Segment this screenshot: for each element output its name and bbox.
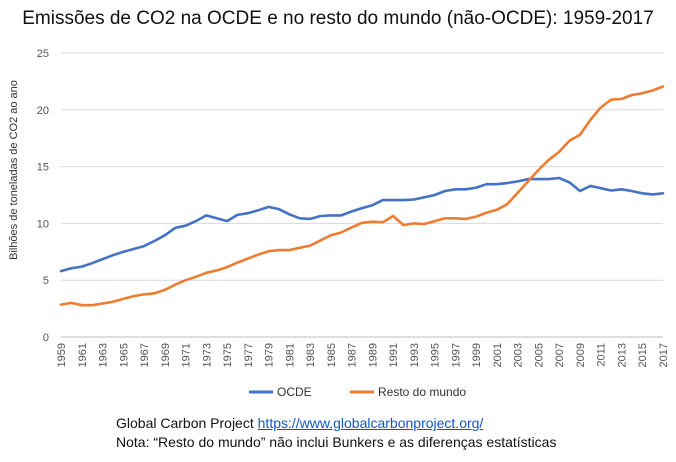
x-axis-ticks: 1959 1961 1963 1965 1967 1969 1971 1973 1975 1977… xyxy=(56,343,670,367)
x-tick-label: 2009 xyxy=(575,343,587,367)
y-tick-label: 5 xyxy=(43,275,49,287)
y-axis-label: Bilhões de toneladas de CO2 ao ano xyxy=(8,80,20,260)
chart-footer: Global Carbon Project https://www.global… xyxy=(116,414,556,452)
y-tick-label: 0 xyxy=(43,332,49,344)
series-line-ocde xyxy=(59,176,665,273)
x-tick-label: 1959 xyxy=(56,343,68,367)
x-tick-label: 1987 xyxy=(347,343,359,367)
y-tick-label: 15 xyxy=(37,162,49,174)
y-tick-label: 10 xyxy=(37,218,49,230)
y-axis-ticks: 0 5 10 15 20 25 xyxy=(37,48,49,344)
series-lines xyxy=(59,85,665,307)
footnote: Nota: “Resto do mundo” não inclui Bunker… xyxy=(116,434,557,450)
legend-label-ocde: OCDE xyxy=(277,385,312,399)
x-tick-label: 1961 xyxy=(77,343,89,367)
x-tick-label: 1983 xyxy=(305,343,317,367)
source-link[interactable]: https://www.globalcarbonproject.org/ xyxy=(257,415,484,431)
x-tick-label: 1979 xyxy=(264,343,276,367)
x-tick-label: 2015 xyxy=(637,343,649,367)
legend-label-resto: Resto do mundo xyxy=(378,385,466,399)
source-label: Global Carbon Project xyxy=(116,415,258,431)
x-tick-label: 1973 xyxy=(201,343,213,367)
x-tick-label: 1967 xyxy=(139,343,151,367)
y-tick-label: 20 xyxy=(37,105,49,117)
x-tick-label: 1963 xyxy=(98,343,110,367)
legend: OCDE Resto do mundo xyxy=(249,385,466,399)
x-tick-label: 2003 xyxy=(513,343,525,367)
x-tick-label: 2001 xyxy=(492,343,504,367)
x-tick-label: 1993 xyxy=(409,343,421,367)
x-tick-label: 1997 xyxy=(450,343,462,367)
x-tick-label: 2013 xyxy=(616,343,628,367)
x-tick-label: 2011 xyxy=(596,343,608,367)
series-line-resto xyxy=(59,85,665,307)
x-tick-label: 1981 xyxy=(284,343,296,367)
x-tick-label: 1995 xyxy=(430,343,442,367)
x-tick-label: 1977 xyxy=(243,343,255,367)
x-tick-label: 1971 xyxy=(181,343,193,367)
x-tick-label: 1965 xyxy=(118,343,130,367)
x-tick-label: 1989 xyxy=(367,343,379,367)
x-tick-label: 1975 xyxy=(222,343,234,367)
y-tick-label: 25 xyxy=(37,48,49,60)
chart-title: Emissões de CO2 na OCDE e no resto do mu… xyxy=(22,8,654,29)
x-tick-label: 2007 xyxy=(554,343,566,367)
x-tick-label: 1991 xyxy=(388,343,400,367)
source-line: Global Carbon Project https://www.global… xyxy=(116,414,556,433)
x-tick-label: 1985 xyxy=(326,343,338,367)
x-tick-label: 2005 xyxy=(533,343,545,367)
x-tick-label: 2017 xyxy=(658,343,670,367)
x-tick-label: 1999 xyxy=(471,343,483,367)
x-tick-label: 1969 xyxy=(160,343,172,367)
